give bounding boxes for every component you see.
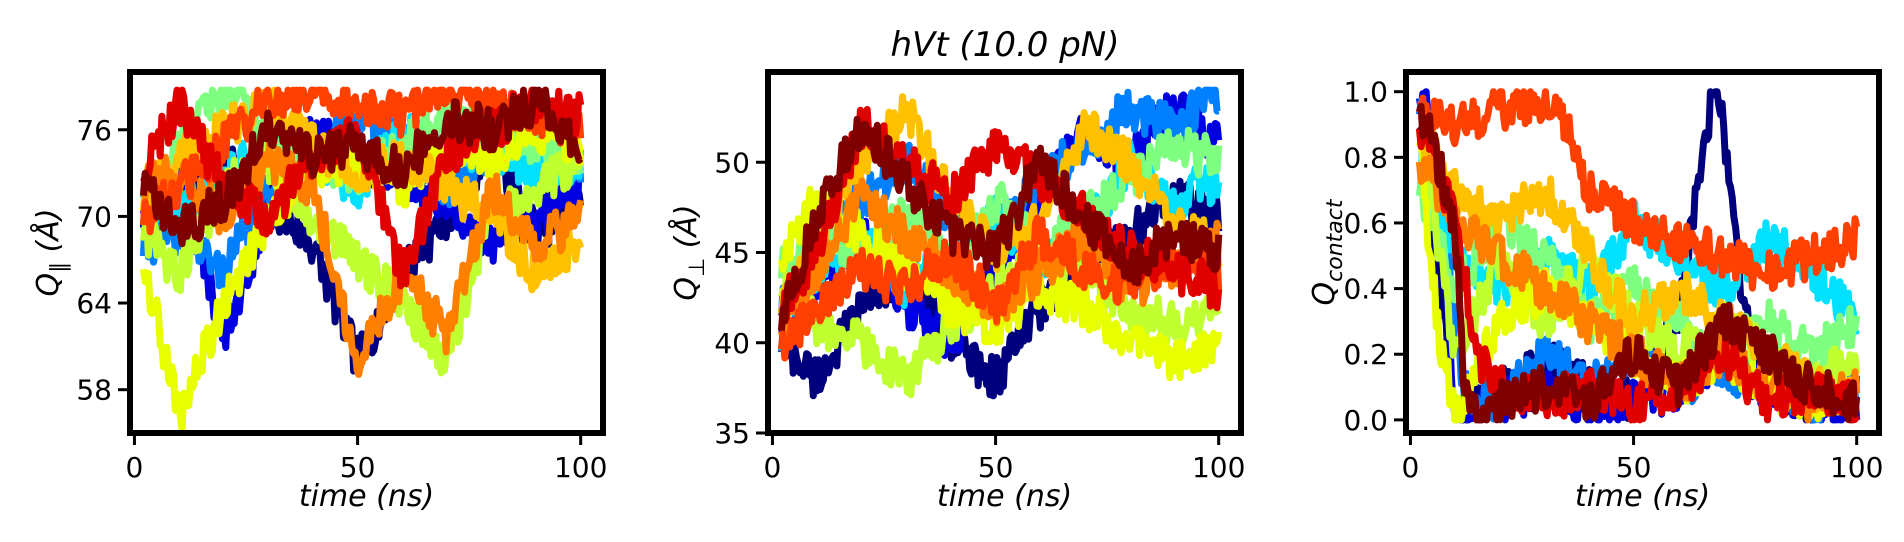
series-line-10 bbox=[1415, 116, 1860, 424]
x-tick-label: 100 bbox=[1830, 451, 1883, 484]
y-tick-label: 0.0 bbox=[1343, 404, 1388, 437]
x-tick-label: 0 bbox=[764, 451, 782, 484]
figure-title: hVt (10.0 pN) bbox=[890, 25, 1119, 65]
y-tick-label: 0.6 bbox=[1343, 207, 1388, 240]
y-axis-label: Q∥ (Å) bbox=[30, 208, 72, 296]
series-line-0 bbox=[777, 177, 1223, 400]
y-tick-label: 64 bbox=[76, 287, 112, 320]
x-axis-label: time (ns) bbox=[299, 479, 434, 514]
y-tick-label: 45 bbox=[714, 237, 750, 270]
x-tick-label: 50 bbox=[1616, 451, 1652, 484]
axes-frame bbox=[127, 69, 606, 436]
y-tick-label: 70 bbox=[76, 200, 112, 233]
series-line-4 bbox=[1415, 176, 1861, 371]
x-tick-label: 0 bbox=[1402, 451, 1420, 484]
x-axis-label: time (ns) bbox=[1575, 479, 1710, 514]
y-tick-label: 40 bbox=[714, 327, 750, 360]
y-tick-label: 0.8 bbox=[1343, 141, 1388, 174]
y-tick-label: 0.4 bbox=[1343, 273, 1388, 306]
y-axis-label: Qcontact bbox=[1307, 198, 1348, 305]
x-tick-label: 0 bbox=[126, 451, 144, 484]
y-tick-label: 58 bbox=[76, 374, 112, 407]
series-line-11 bbox=[1416, 102, 1861, 424]
x-axis-label: time (ns) bbox=[937, 479, 1072, 514]
series-group bbox=[1415, 88, 1861, 424]
y-tick-label: 35 bbox=[714, 417, 750, 450]
y-tick-label: 76 bbox=[76, 114, 112, 147]
panel-q-parallel: 0 50 100 58 64 70 76 time (ns) Q∥ (Å) bbox=[30, 69, 607, 514]
series-line-9 bbox=[1416, 88, 1861, 292]
x-tick-label: 100 bbox=[554, 451, 607, 484]
series-line-11 bbox=[777, 115, 1223, 331]
axes-frame bbox=[1403, 69, 1882, 436]
y-axis-label: Q⊥ (Å) bbox=[668, 204, 710, 300]
x-tick-label: 100 bbox=[1192, 451, 1245, 484]
series-line-11 bbox=[139, 86, 584, 248]
series-line-7 bbox=[139, 86, 585, 294]
x-tick-label: 50 bbox=[340, 451, 376, 484]
series-group bbox=[139, 86, 585, 433]
y-tick-label: 50 bbox=[714, 146, 750, 179]
y-tick-label: 0.2 bbox=[1343, 338, 1388, 371]
series-line-6 bbox=[777, 185, 1223, 382]
series-group bbox=[777, 86, 1223, 400]
series-line-10 bbox=[778, 106, 1223, 322]
y-tick-label: 1.0 bbox=[1343, 76, 1388, 109]
x-tick-label: 50 bbox=[978, 451, 1014, 484]
series-line-9 bbox=[139, 86, 585, 236]
panel-q-contact: 0 50 100 0.0 0.2 0.4 0.6 0.8 1.0 time (ns) Qcontac… bbox=[1307, 69, 1883, 514]
